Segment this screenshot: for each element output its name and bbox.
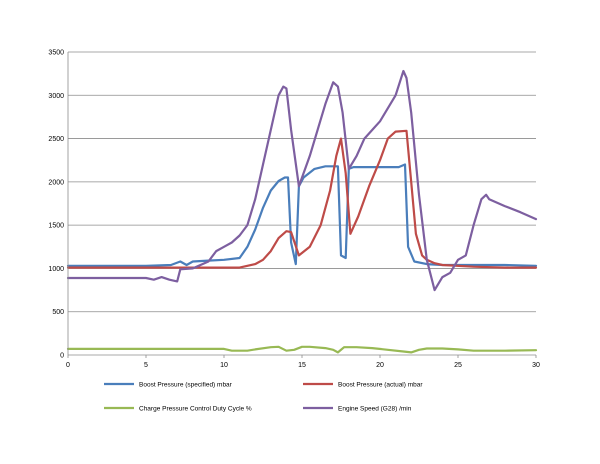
legend-label-0: Boost Pressure (specified) mbar — [139, 382, 233, 389]
y-tick-label: 500 — [52, 309, 64, 316]
y-tick-label: 3000 — [48, 93, 64, 100]
y-tick-label: 0 — [60, 353, 64, 360]
y-tick-label: 2000 — [48, 179, 64, 186]
x-tick-label: 30 — [532, 362, 540, 369]
x-tick-label: 25 — [454, 362, 462, 369]
series-line-2 — [66, 345, 538, 354]
y-tick-label: 1500 — [48, 223, 64, 230]
y-tick-label: 3500 — [48, 50, 64, 57]
legend-label-3: Engine Speed (G28) /min — [338, 406, 412, 413]
series-line-3 — [66, 69, 538, 292]
x-tick-label: 15 — [298, 362, 306, 369]
x-tick-label: 10 — [220, 362, 228, 369]
legend: Boost Pressure (specified) mbar Boost Pre… — [104, 382, 423, 413]
series-line-1 — [66, 129, 538, 269]
plot-area — [68, 52, 536, 355]
series-lines — [66, 69, 538, 354]
legend-label-1: Boost Pressure (actual) mbar — [338, 382, 423, 389]
x-tick-label: 20 — [376, 362, 384, 369]
x-tick-label: 0 — [66, 362, 70, 369]
y-tick-label: 1000 — [48, 266, 64, 273]
legend-label-2: Charge Pressure Control Duty Cycle % — [139, 406, 252, 413]
axes — [67, 52, 537, 358]
tick-labels: 0 500 1000 1500 2000 2500 3000 3500 0 5 10 15 20 25 30 — [48, 50, 540, 370]
y-tick-label: 2500 — [48, 136, 64, 143]
x-tick-label: 5 — [144, 362, 148, 369]
